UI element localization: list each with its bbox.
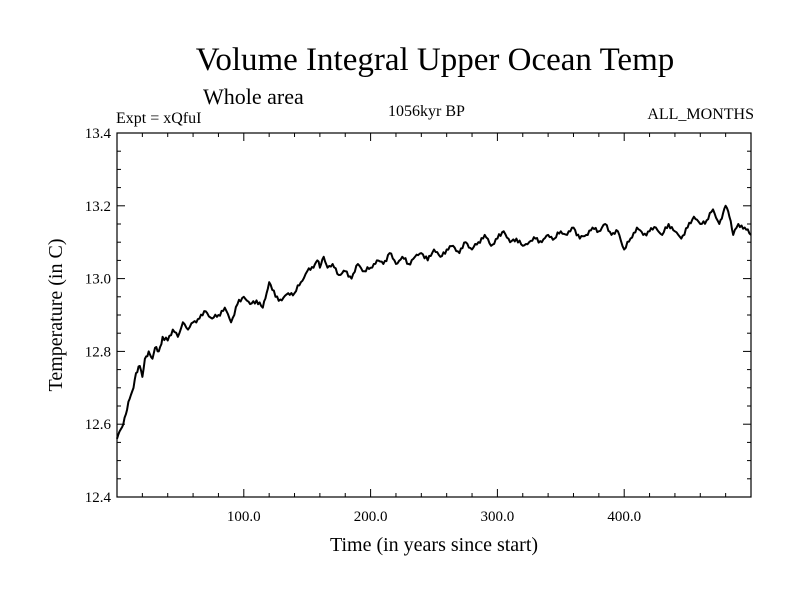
- y-tick-label: 12.8: [85, 344, 111, 360]
- axis-ticks: [117, 132, 751, 498]
- x-tick-label: 100.0: [227, 509, 261, 525]
- x-tick-label: 200.0: [354, 509, 388, 525]
- x-tick-label: 400.0: [607, 509, 641, 525]
- months-label: ALL_MONTHS: [647, 106, 754, 123]
- axis-tick-labels: 12.4 12.6 12.8 13.0 13.2 13.4 100.0 200.0 300.0 4…: [85, 126, 641, 525]
- y-tick-label: 12.4: [85, 490, 112, 506]
- x-tick-label: 300.0: [481, 509, 515, 525]
- experiment-label: Expt = xQfuI: [116, 110, 202, 127]
- period-label: 1056kyr BP: [388, 103, 465, 120]
- series-line: [116, 204, 752, 440]
- plot-frame: [116, 132, 752, 498]
- x-axis-label: Time (in years since start): [330, 534, 538, 556]
- y-tick-label: 13.4: [85, 126, 112, 142]
- y-tick-label: 12.6: [85, 417, 112, 433]
- chart-subtitle: Whole area: [203, 84, 304, 109]
- chart-title: Volume Integral Upper Ocean Temp: [195, 42, 675, 78]
- y-tick-label: 13.0: [85, 272, 111, 288]
- y-axis-label: Temperature (in C): [45, 239, 67, 392]
- y-tick-label: 13.2: [85, 199, 111, 215]
